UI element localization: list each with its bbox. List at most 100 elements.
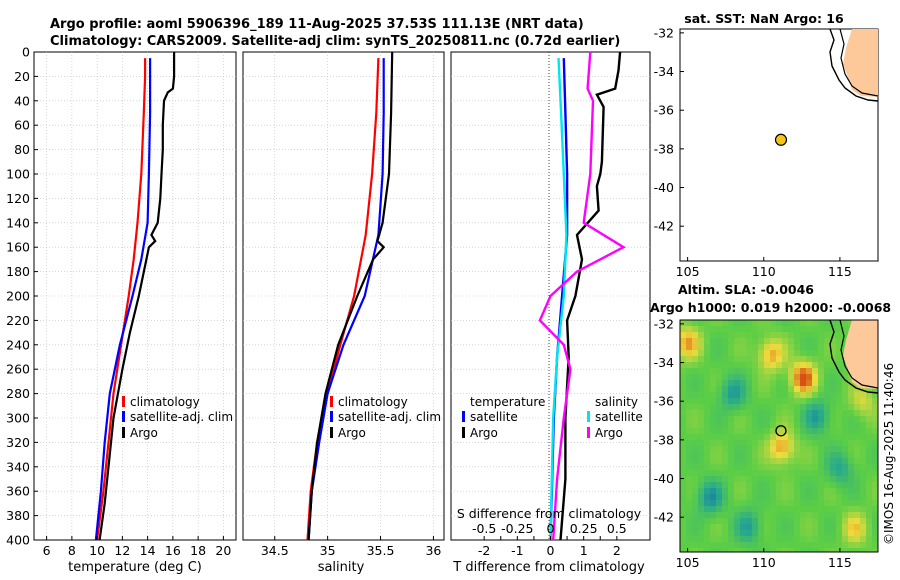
sla-cell — [782, 356, 788, 362]
sla-cell — [740, 320, 746, 326]
sla-cell — [794, 518, 800, 524]
sla-cell — [740, 452, 746, 458]
difference-legend-salinity: salinity satellite Argo — [587, 395, 643, 440]
sla-cell — [830, 434, 836, 440]
y-tick-label: 160 — [6, 240, 30, 255]
sla-cell — [764, 344, 770, 350]
sla-cell — [872, 416, 878, 422]
sla-cell — [764, 500, 770, 506]
map-x-tick-label: 105 — [676, 555, 700, 570]
sla-cell — [740, 488, 746, 494]
map-y-tick-label: -36 — [654, 394, 674, 409]
sla-cell — [830, 428, 836, 434]
sla-cell — [746, 374, 752, 380]
sla-cell — [764, 392, 770, 398]
sla-cell — [734, 434, 740, 440]
sla-cell — [716, 338, 722, 344]
sla-cell — [818, 380, 824, 386]
sla-cell — [842, 470, 848, 476]
sla-cell — [818, 368, 824, 374]
sla-cell — [794, 512, 800, 518]
sla-cell — [752, 452, 758, 458]
sla-cell — [716, 392, 722, 398]
sla-cell — [764, 452, 770, 458]
sla-cell — [764, 362, 770, 368]
sla-cell — [812, 410, 818, 416]
sla-cell — [746, 446, 752, 452]
temperature-legend: climatology satellite-adj. clim Argo — [122, 395, 233, 440]
legend-t-argo: Argo — [470, 426, 498, 440]
sla-cell — [788, 512, 794, 518]
sla-cell — [770, 356, 776, 362]
sla-cell — [716, 386, 722, 392]
sla-cell — [788, 548, 794, 552]
sla-cell — [692, 458, 698, 464]
sla-cell — [704, 380, 710, 386]
sla-cell — [740, 338, 746, 344]
sla-cell — [734, 368, 740, 374]
sla-cell — [872, 524, 878, 530]
x-tick-label: 20 — [215, 543, 231, 558]
sla-cell — [752, 392, 758, 398]
sla-cell — [818, 452, 824, 458]
sla-cell — [722, 356, 728, 362]
sla-cell — [734, 536, 740, 542]
sla-cell — [866, 428, 872, 434]
sla-cell — [872, 398, 878, 404]
legend-swatch-argo — [330, 427, 333, 438]
sla-cell — [764, 440, 770, 446]
sla-cell — [872, 464, 878, 470]
sla-cell — [800, 398, 806, 404]
sla-cell — [848, 386, 854, 392]
legend-swatch-t-satellite — [462, 411, 465, 422]
sla-cell — [728, 410, 734, 416]
sla-cell — [848, 494, 854, 500]
sla-cell — [758, 506, 764, 512]
sla-cell — [734, 458, 740, 464]
sla-cell — [788, 488, 794, 494]
sla-cell — [854, 536, 860, 542]
sla-cell — [710, 470, 716, 476]
sla-cell — [722, 326, 728, 332]
sla-cell — [788, 452, 794, 458]
sla-cell — [758, 404, 764, 410]
sla-cell — [824, 548, 830, 552]
sla-cell — [698, 410, 704, 416]
sla-cell — [728, 548, 734, 552]
sla-cell — [746, 338, 752, 344]
sla-cell — [794, 320, 800, 326]
sla-cell — [776, 506, 782, 512]
sla-cell — [794, 332, 800, 338]
sla-cell — [818, 428, 824, 434]
sla-cell — [740, 392, 746, 398]
x-tick-label: 34.5 — [261, 543, 289, 558]
sla-cell — [746, 506, 752, 512]
sla-cell — [788, 344, 794, 350]
sla-cell — [830, 482, 836, 488]
sla-cell — [728, 398, 734, 404]
sla-cell — [776, 512, 782, 518]
sla-cell — [752, 458, 758, 464]
sla-cell — [680, 416, 686, 422]
sla-cell — [866, 500, 872, 506]
sla-cell — [788, 542, 794, 548]
sla-cell — [848, 464, 854, 470]
sla-cell — [692, 452, 698, 458]
x-tick-label: 16 — [165, 543, 181, 558]
legend-argo: Argo — [338, 426, 366, 440]
sla-cell — [866, 440, 872, 446]
sla-cell — [866, 464, 872, 470]
sla-cell — [686, 452, 692, 458]
sla-cell — [866, 446, 872, 452]
sla-cell — [740, 374, 746, 380]
sla-cell — [752, 470, 758, 476]
sla-cell — [770, 524, 776, 530]
legend-swatch-satellite — [122, 411, 125, 422]
sla-cell — [806, 392, 812, 398]
sla-cell — [704, 368, 710, 374]
sla-cell — [740, 458, 746, 464]
sla-cell — [782, 506, 788, 512]
sla-cell — [722, 416, 728, 422]
sla-cell — [710, 464, 716, 470]
sla-cell — [824, 500, 830, 506]
